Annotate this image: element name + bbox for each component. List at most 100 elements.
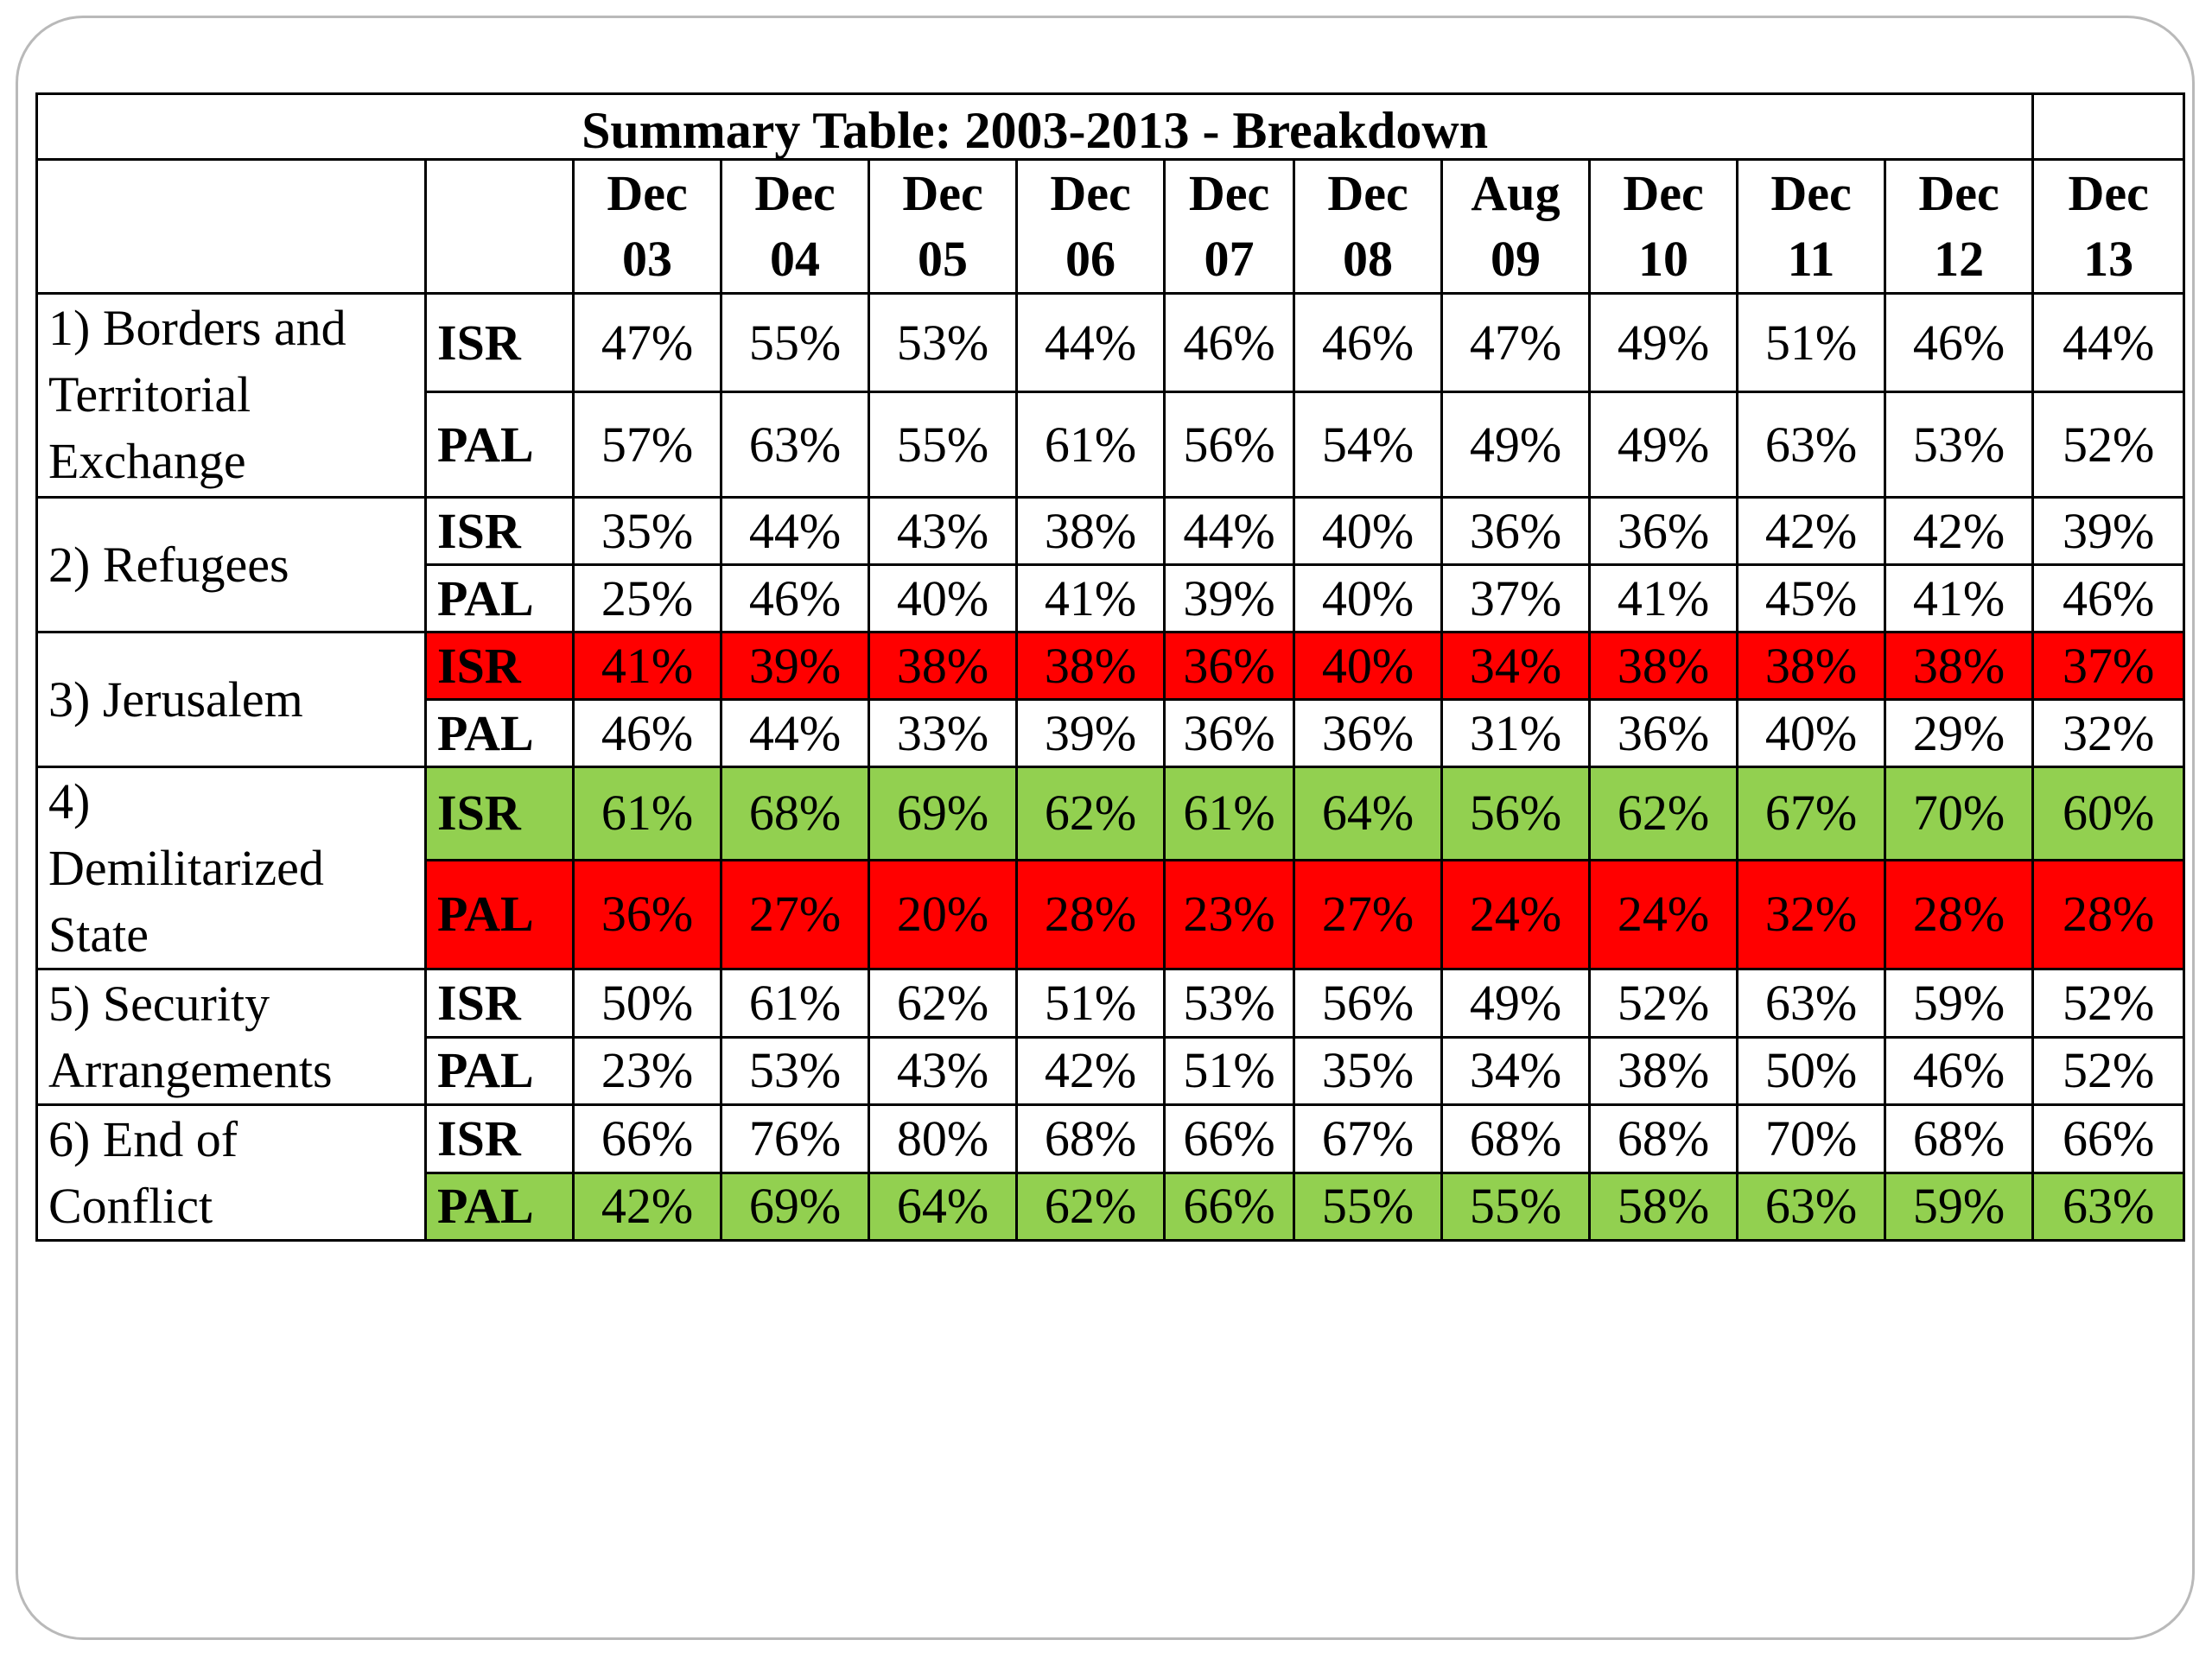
value-cell: 47% bbox=[572, 292, 722, 393]
value-cell: 46% bbox=[1883, 1035, 2035, 1106]
value-cell: 69% bbox=[720, 1171, 870, 1242]
date-year: 07 bbox=[1204, 231, 1255, 287]
value-cell: 49% bbox=[1440, 968, 1591, 1039]
date-year: 06 bbox=[1065, 231, 1116, 287]
value-cell: 44% bbox=[1163, 496, 1295, 566]
date-header: Dec 08 bbox=[1293, 158, 1443, 295]
date-month: Dec bbox=[1623, 165, 1704, 221]
party-label: ISR bbox=[424, 1103, 575, 1174]
topic-cell: 5) Security Arrangements bbox=[35, 968, 427, 1106]
value-cell: 68% bbox=[1883, 1103, 2035, 1174]
topic-cell: 1) Borders and Territorial Exchange bbox=[35, 292, 427, 499]
topic-label-line: Demilitarized bbox=[48, 840, 324, 896]
value-cell: 34% bbox=[1440, 1035, 1591, 1106]
value-cell: 43% bbox=[868, 1035, 1018, 1106]
value-cell: 46% bbox=[720, 563, 870, 633]
topic-label-line: Arrangements bbox=[48, 1042, 333, 1098]
value-cell: 50% bbox=[1736, 1035, 1886, 1106]
value-cell: 63% bbox=[720, 391, 870, 499]
value-cell: 80% bbox=[868, 1103, 1018, 1174]
date-year: 10 bbox=[1638, 231, 1688, 287]
value-cell: 23% bbox=[572, 1035, 722, 1106]
value-cell: 23% bbox=[1163, 858, 1295, 971]
value-cell: 52% bbox=[2031, 391, 2186, 499]
value-cell: 36% bbox=[1588, 698, 1738, 768]
value-cell: 36% bbox=[1440, 496, 1591, 566]
value-cell: 68% bbox=[720, 766, 870, 861]
date-header: Dec 03 bbox=[572, 158, 722, 295]
date-year: 09 bbox=[1491, 231, 1541, 287]
value-cell: 39% bbox=[1015, 698, 1166, 768]
value-cell: 44% bbox=[2031, 292, 2186, 393]
party-label: PAL bbox=[424, 698, 575, 768]
title-corner-cell bbox=[2031, 92, 2186, 161]
date-header: Dec 13 bbox=[2031, 158, 2186, 295]
date-header: Dec 04 bbox=[720, 158, 870, 295]
value-cell: 53% bbox=[868, 292, 1018, 393]
value-cell: 42% bbox=[1736, 496, 1886, 566]
value-cell: 66% bbox=[1163, 1103, 1295, 1174]
value-cell: 36% bbox=[1163, 698, 1295, 768]
value-cell: 56% bbox=[1293, 968, 1443, 1039]
value-cell: 38% bbox=[1588, 631, 1738, 701]
value-cell: 28% bbox=[2031, 858, 2186, 971]
value-cell: 46% bbox=[1293, 292, 1443, 393]
value-cell: 55% bbox=[720, 292, 870, 393]
value-cell: 43% bbox=[868, 496, 1018, 566]
value-cell: 31% bbox=[1440, 698, 1591, 768]
header-topic-blank bbox=[35, 158, 427, 295]
header-row: Dec 03 Dec 04 Dec 05 Dec 06 Dec 07 Dec 08 Aug 09 Dec 10… bbox=[35, 158, 2186, 295]
date-year: 08 bbox=[1343, 231, 1393, 287]
value-cell: 56% bbox=[1163, 391, 1295, 499]
value-cell: 38% bbox=[868, 631, 1018, 701]
value-cell: 63% bbox=[2031, 1171, 2186, 1242]
value-cell: 56% bbox=[1440, 766, 1591, 861]
topic-cell: 4) Demilitarized State bbox=[35, 766, 427, 970]
party-label: ISR bbox=[424, 968, 575, 1039]
header-party-blank bbox=[424, 158, 575, 295]
value-cell: 39% bbox=[1163, 563, 1295, 633]
value-cell: 24% bbox=[1440, 858, 1591, 971]
value-cell: 34% bbox=[1440, 631, 1591, 701]
value-cell: 39% bbox=[2031, 496, 2186, 566]
value-cell: 44% bbox=[720, 698, 870, 768]
value-cell: 49% bbox=[1440, 391, 1591, 499]
value-cell: 29% bbox=[1883, 698, 2035, 768]
party-label: PAL bbox=[424, 563, 575, 633]
value-cell: 36% bbox=[1588, 496, 1738, 566]
value-cell: 64% bbox=[868, 1171, 1018, 1242]
value-cell: 41% bbox=[1883, 563, 2035, 633]
value-cell: 40% bbox=[1736, 698, 1886, 768]
value-cell: 69% bbox=[868, 766, 1018, 861]
date-month: Dec bbox=[1188, 165, 1270, 221]
date-header: Aug 09 bbox=[1440, 158, 1591, 295]
party-label: PAL bbox=[424, 1035, 575, 1106]
value-cell: 20% bbox=[868, 858, 1018, 971]
topic-label-line: 6) End of bbox=[48, 1111, 238, 1167]
value-cell: 45% bbox=[1736, 563, 1886, 633]
value-cell: 42% bbox=[1883, 496, 2035, 566]
value-cell: 52% bbox=[2031, 968, 2186, 1039]
value-cell: 38% bbox=[1015, 496, 1166, 566]
value-cell: 24% bbox=[1588, 858, 1738, 971]
date-year: 04 bbox=[770, 231, 820, 287]
value-cell: 47% bbox=[1440, 292, 1591, 393]
value-cell: 57% bbox=[572, 391, 722, 499]
value-cell: 41% bbox=[572, 631, 722, 701]
party-label: PAL bbox=[424, 1171, 575, 1242]
value-cell: 46% bbox=[1883, 292, 2035, 393]
value-cell: 27% bbox=[720, 858, 870, 971]
date-year: 13 bbox=[2083, 231, 2134, 287]
value-cell: 42% bbox=[1015, 1035, 1166, 1106]
topic-label-line: Conflict bbox=[48, 1178, 213, 1234]
value-cell: 37% bbox=[2031, 631, 2186, 701]
value-cell: 35% bbox=[572, 496, 722, 566]
value-cell: 41% bbox=[1588, 563, 1738, 633]
value-cell: 62% bbox=[1015, 1171, 1166, 1242]
value-cell: 49% bbox=[1588, 292, 1738, 393]
table-row: 5) Security Arrangements ISR 50% 61% 62% 51% 53… bbox=[35, 968, 2186, 1106]
party-label: ISR bbox=[424, 496, 575, 566]
topic-cell: 3) Jerusalem bbox=[35, 631, 427, 768]
date-header: Dec 12 bbox=[1883, 158, 2035, 295]
topic-label-line: 3) Jerusalem bbox=[48, 671, 303, 728]
